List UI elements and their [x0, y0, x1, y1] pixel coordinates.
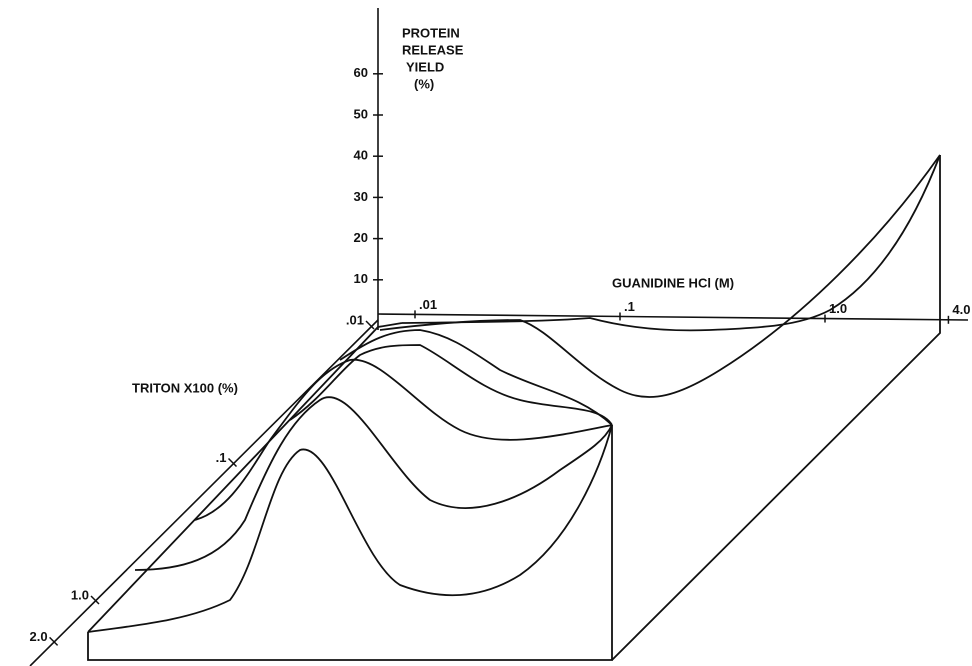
z-tick-label: 60 [354, 65, 368, 80]
y-title: TRITON X100 (%) [132, 380, 238, 395]
x-axis [377, 313, 969, 321]
z-tick-label: 10 [354, 271, 368, 286]
y-tick-label: 2.0 [30, 629, 48, 644]
z-tick-label: 40 [354, 148, 368, 163]
curve-2 [134, 396, 613, 571]
front-curve [87, 424, 613, 633]
y-tick-label: .1 [216, 450, 227, 465]
z-tick-label: 30 [354, 189, 368, 204]
y-tick [49, 636, 59, 646]
z-tick-label: 20 [354, 230, 368, 245]
left-edge [87, 322, 403, 633]
x-tick-label: .1 [624, 299, 635, 314]
z-title-line: YIELD [406, 59, 444, 74]
z-title: PROTEIN RELEASE YIELD (%) [402, 25, 464, 91]
x-tick-label: .01 [419, 297, 437, 312]
x-tick-label: 1.0 [829, 301, 847, 316]
z-tick-label: 50 [354, 106, 368, 121]
curve-5 [339, 329, 613, 426]
y-tick [365, 320, 375, 330]
right-face [611, 155, 941, 661]
y-tick [227, 457, 238, 468]
z-title-line: RELEASE [402, 42, 464, 57]
y-tick-label: 1.0 [71, 587, 89, 602]
y-tick-label: .01 [346, 312, 364, 327]
x-tick-label: 4.0 [952, 302, 970, 317]
y-tick [90, 595, 100, 605]
back-curve [401, 154, 941, 332]
z-title-line: PROTEIN [402, 25, 460, 40]
front-face [87, 425, 613, 661]
y-axis [29, 319, 379, 666]
z-title-line: (%) [414, 76, 434, 91]
surface [87, 154, 941, 661]
curve-4 [289, 344, 613, 426]
curve-6 [379, 154, 941, 398]
x-title: GUANIDINE HCl (M) [612, 275, 734, 290]
